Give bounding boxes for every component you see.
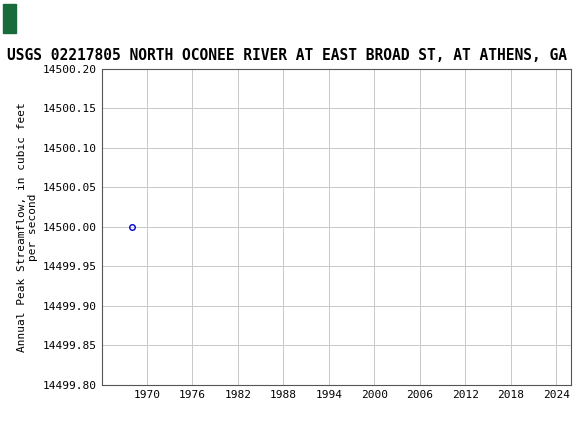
Text: USGS: USGS <box>39 6 112 30</box>
FancyBboxPatch shape <box>3 3 35 33</box>
FancyBboxPatch shape <box>3 3 16 33</box>
Text: USGS 02217805 NORTH OCONEE RIVER AT EAST BROAD ST, AT ATHENS, GA: USGS 02217805 NORTH OCONEE RIVER AT EAST… <box>7 48 567 63</box>
Y-axis label: Annual Peak Streamflow, in cubic feet
per second: Annual Peak Streamflow, in cubic feet pe… <box>17 102 38 352</box>
